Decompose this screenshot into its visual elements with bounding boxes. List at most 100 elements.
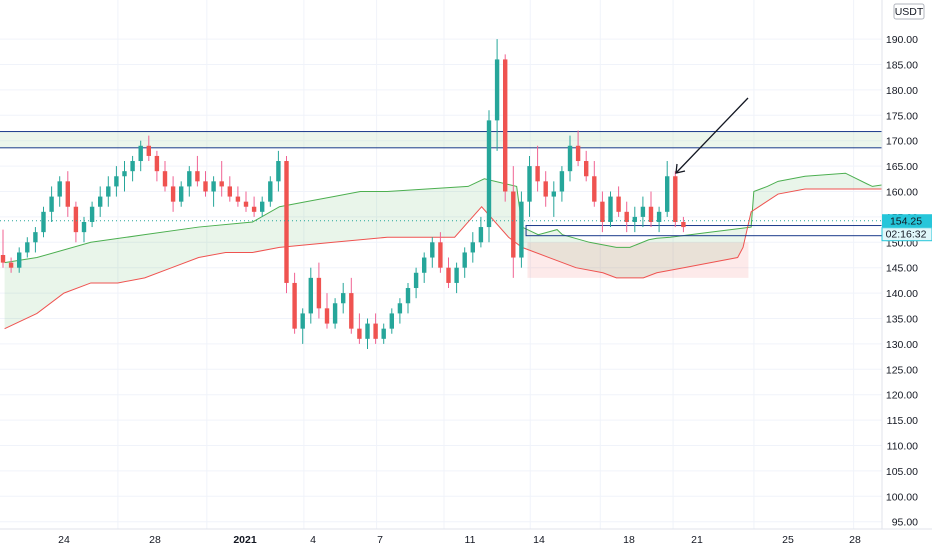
price-tick-label: 105.00 <box>886 466 918 478</box>
candle-body <box>381 328 386 339</box>
candle-body <box>243 201 249 207</box>
candle-body <box>584 161 589 177</box>
time-tick-label: 18 <box>623 534 635 546</box>
last-price-value: 154.25 <box>890 216 922 228</box>
time-tick-label: 2021 <box>233 534 257 546</box>
last-price-tag <box>882 214 932 228</box>
candle-body <box>422 257 427 273</box>
candle-body <box>292 282 297 329</box>
candle-body <box>98 196 103 207</box>
candle-countdown: 02:16:32 <box>886 229 927 241</box>
currency-label: USDT <box>895 6 924 18</box>
candle-body <box>73 206 79 233</box>
candle-body <box>122 171 127 177</box>
price-tick-label: 95.00 <box>892 517 918 529</box>
candle-body <box>357 328 362 339</box>
arrow-shaft <box>675 97 749 174</box>
candle-body <box>503 59 508 192</box>
candle-body <box>195 171 200 182</box>
candle-body <box>203 181 208 192</box>
candle-body <box>446 267 451 283</box>
price-tick-label: 190.00 <box>886 34 918 46</box>
price-tick-label: 115.00 <box>887 415 918 427</box>
candle-body <box>470 242 475 253</box>
candlestick-series <box>0 39 686 349</box>
candle-body <box>0 255 6 263</box>
candle-body <box>81 221 87 233</box>
candle-body <box>616 196 621 212</box>
time-tick-label: 7 <box>377 534 383 546</box>
candle-body <box>235 196 241 202</box>
candle-body <box>486 120 492 228</box>
candle-body <box>227 186 232 197</box>
price-tick-label: 175.00 <box>886 110 918 122</box>
candle-body <box>154 155 160 172</box>
time-tick-label: 21 <box>691 534 703 546</box>
price-axis: 95.00 100.00 105.00 110.00 115.00 120.00 125.0… <box>881 0 932 550</box>
price-tick-label: 140.00 <box>886 288 918 300</box>
candle-body <box>138 145 143 162</box>
cloud-fill-green <box>4 173 913 329</box>
candle-body <box>162 171 168 187</box>
price-tick-label: 160.00 <box>886 187 918 199</box>
time-tick-label: 11 <box>465 534 476 546</box>
candle-body <box>332 303 338 324</box>
candle-body <box>187 171 192 187</box>
candle-body <box>57 181 62 197</box>
candle-body <box>170 186 176 202</box>
candle-body <box>462 252 467 268</box>
candle-body <box>251 206 257 212</box>
candle-body <box>681 221 686 228</box>
candle-body <box>527 166 532 202</box>
candle-body <box>478 227 484 243</box>
candle-body <box>519 201 524 258</box>
candle-body <box>559 171 565 192</box>
candle-body <box>300 313 305 329</box>
candle-body <box>535 166 540 182</box>
candle-body <box>308 277 313 314</box>
candle-body <box>324 308 330 324</box>
candle-body <box>276 161 281 182</box>
candle-body <box>219 181 224 187</box>
candle-body <box>49 196 54 212</box>
candle-body <box>179 186 184 202</box>
candle-body <box>146 145 151 156</box>
candle-body <box>106 186 111 197</box>
ichimoku-cloud <box>4 172 913 330</box>
price-tick-label: 135.00 <box>886 314 918 326</box>
time-tick-label: 28 <box>849 534 861 546</box>
price-tick-label: 120.00 <box>886 390 918 402</box>
support-resistance-zones <box>0 131 932 237</box>
price-tick-label: 185.00 <box>886 60 918 72</box>
price-tick-label: 130.00 <box>886 339 918 351</box>
candle-body <box>268 181 273 202</box>
price-tick-label: 180.00 <box>886 85 918 97</box>
candle-body <box>575 145 581 162</box>
candle-body <box>365 323 370 339</box>
candle-body <box>130 161 135 172</box>
price-tick-label: 170.00 <box>886 136 918 148</box>
support-zone-box <box>525 225 932 237</box>
candle-body <box>600 201 605 222</box>
candle-body <box>65 181 70 207</box>
candle-body <box>341 293 346 304</box>
candle-body <box>17 252 22 268</box>
candle-body <box>567 145 573 172</box>
cloud-fill-red <box>527 242 749 278</box>
candle-body <box>592 176 597 202</box>
candle-body <box>389 313 394 329</box>
candle-body <box>632 216 637 222</box>
candle-body <box>25 242 30 253</box>
candle-body <box>608 196 613 222</box>
candle-body <box>543 181 548 197</box>
cloud-span-b <box>4 188 913 330</box>
candle-body <box>551 191 556 197</box>
time-tick-label: 4 <box>310 534 316 546</box>
candle-body <box>316 277 322 309</box>
candle-body <box>89 206 95 222</box>
candle-body <box>284 161 289 283</box>
chart-grid <box>0 0 914 529</box>
candle-body <box>430 242 435 258</box>
candle-body <box>665 176 670 212</box>
